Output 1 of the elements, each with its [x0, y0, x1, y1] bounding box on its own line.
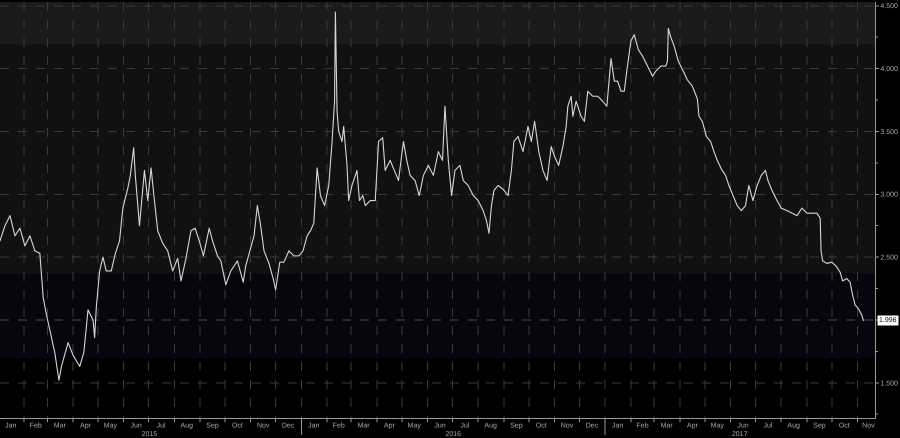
line-series [0, 12, 864, 381]
